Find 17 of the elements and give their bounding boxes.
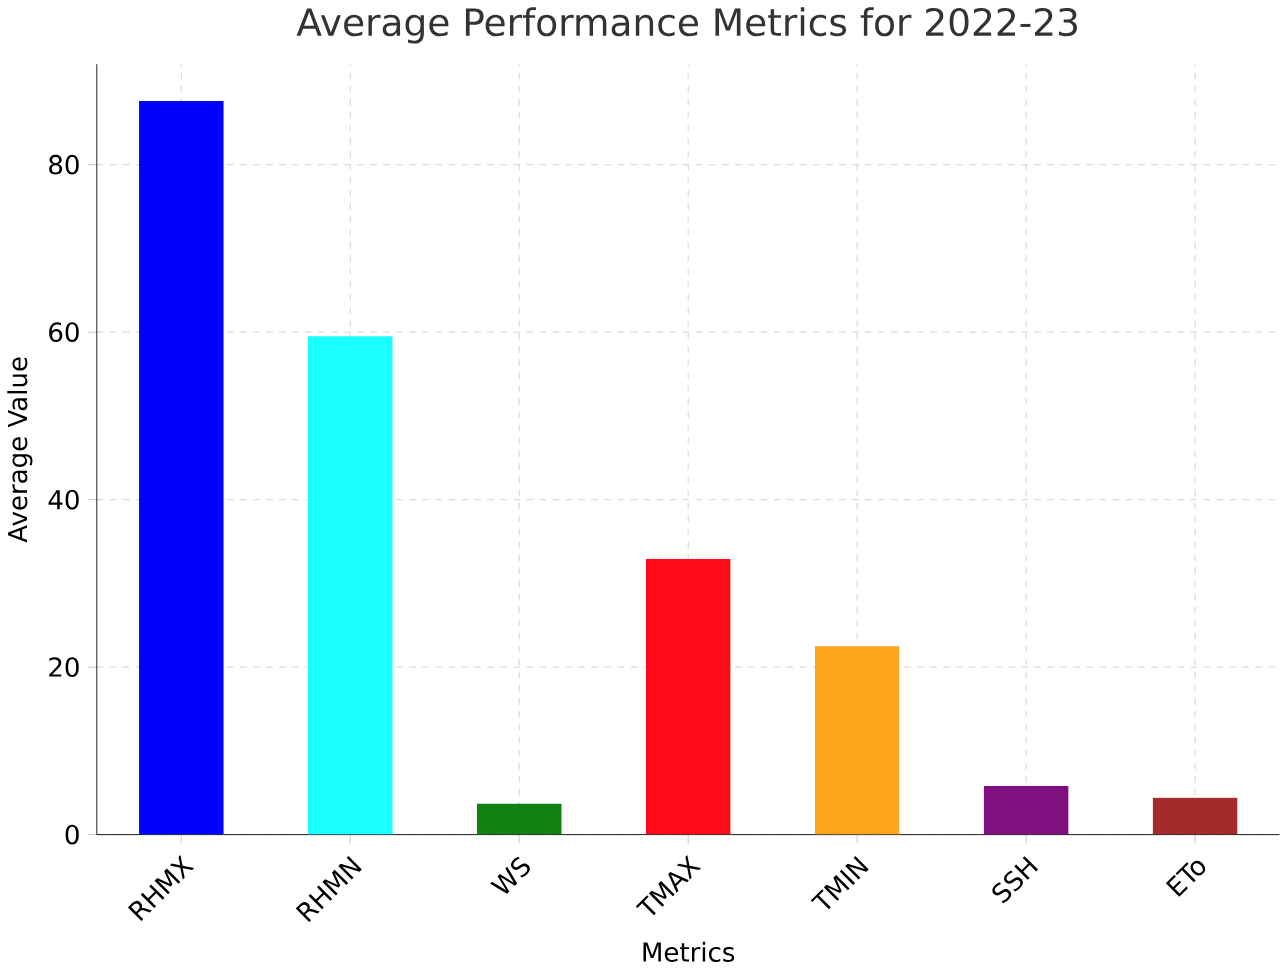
- y-tick-label: 80: [49, 154, 79, 175]
- bar: [645, 559, 731, 835]
- bar: [814, 646, 900, 835]
- bar: [983, 785, 1069, 835]
- x-tick-label: ETo: [1165, 860, 1206, 897]
- y-tick-label: 60: [49, 322, 79, 342]
- y-axis-title: Average Value: [7, 357, 33, 543]
- x-axis-title: Metrics: [643, 941, 735, 962]
- chart-title: Average Performance Metrics for 2022-23: [296, 7, 1077, 44]
- bar: [476, 803, 562, 835]
- y-tick-label: 20: [49, 657, 79, 677]
- bar: [308, 336, 393, 835]
- bar: [1152, 797, 1238, 835]
- y-tick-label: 0: [65, 824, 79, 845]
- bar: [139, 100, 224, 835]
- x-tick-label: WS: [490, 856, 530, 894]
- y-tick-label: 40: [48, 489, 79, 510]
